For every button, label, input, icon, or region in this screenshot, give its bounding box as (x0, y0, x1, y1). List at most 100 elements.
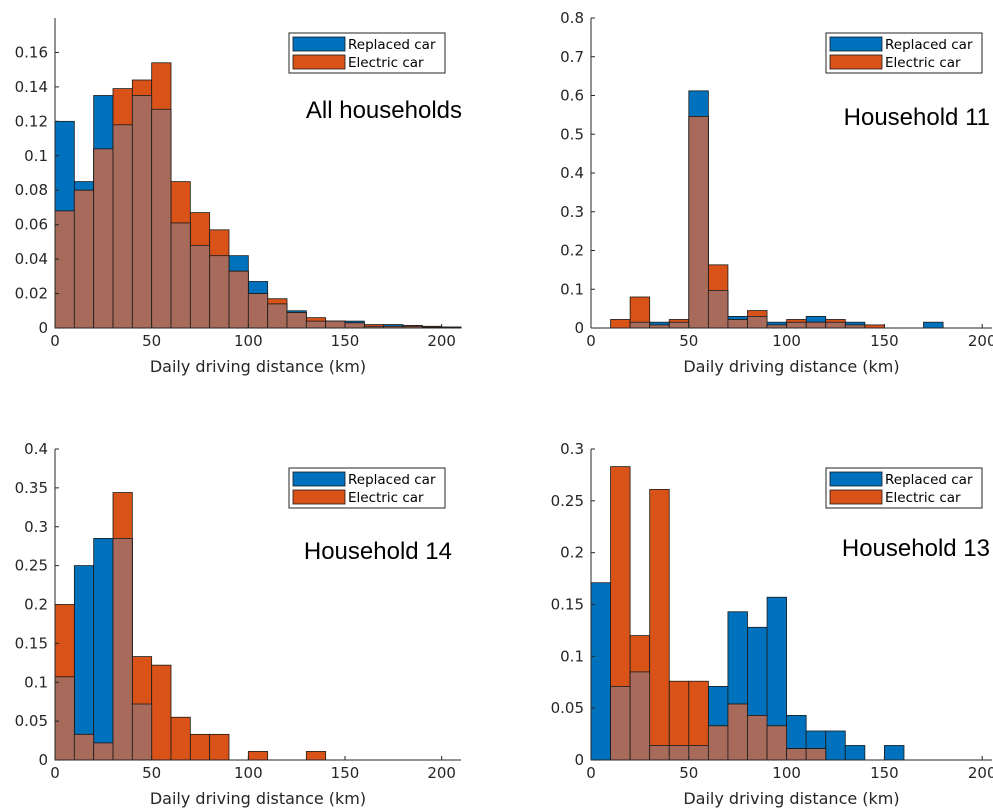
x-tick-label: 100 (772, 332, 801, 350)
overlap-bar (707, 290, 729, 329)
legend-label: Electric car (348, 490, 424, 506)
y-tick-label: 0.3 (560, 203, 584, 221)
y-tick-label: 0.12 (15, 112, 48, 130)
y-tick-label: 0.05 (551, 699, 584, 717)
histogram-panel-2: 0 0.1 0.2 0.3 0.4 0.5 0.6 0.7 0.8 0 50 100 150 200 Dai… (560, 9, 993, 376)
y-tick-label: 0.2 (560, 242, 584, 260)
x-tick-label: 50 (142, 764, 161, 782)
overlap-bar (112, 538, 133, 761)
panel-title: All households (306, 97, 462, 124)
overlap-bar (825, 321, 846, 329)
y-tick-label: 0.14 (15, 78, 48, 96)
electric-car-bar (189, 733, 211, 761)
histogram-panel-4: 0 0.05 0.1 0.15 0.2 0.25 0.3 0 50 100 150 200 Daily … (551, 440, 993, 808)
y-tick-label: 0 (574, 319, 584, 337)
y-tick-label: 0.35 (15, 479, 48, 497)
replaced-car-bar (590, 582, 611, 761)
y-tick-label: 0.2 (560, 544, 584, 562)
x-tick-label: 200 (427, 764, 456, 782)
legend-label: Electric car (348, 55, 424, 71)
overlap-bar (247, 293, 269, 329)
x-axis-label: Daily driving distance (km) (150, 789, 366, 808)
x-tick-label: 150 (870, 332, 899, 350)
replaced-car-bar (73, 565, 95, 761)
x-tick-label: 0 (50, 764, 60, 782)
overlap-bar (305, 320, 327, 329)
overlap-bar (688, 116, 709, 329)
y-tick-label: 0.1 (24, 673, 48, 691)
panel-title: Household 11 (844, 104, 990, 131)
x-tick-label: 150 (870, 764, 899, 782)
legend-swatch (292, 471, 346, 487)
x-tick-label: 0 (50, 332, 60, 350)
replaced-car-bar (884, 745, 905, 761)
legend-swatch (292, 36, 346, 52)
overlap-bar (131, 95, 153, 329)
x-tick-label: 200 (427, 332, 456, 350)
x-tick-label: 200 (968, 764, 993, 782)
legend-label: Replaced car (348, 37, 436, 53)
y-tick-label: 0.25 (551, 492, 584, 510)
replaced-car-bar (825, 730, 846, 761)
y-tick-label: 0.7 (560, 48, 584, 66)
overlap-bar (649, 745, 670, 761)
legend: Replaced car Electric car (825, 32, 983, 74)
legend-swatch (829, 54, 883, 70)
y-tick-label: 0.4 (560, 164, 584, 182)
y-tick-label: 0.06 (15, 216, 48, 234)
overlap-bar (267, 303, 288, 329)
overlap-bar (73, 733, 95, 761)
y-tick-label: 0.15 (551, 596, 584, 614)
electric-car-bar (247, 751, 269, 761)
overlap-bar (747, 715, 768, 761)
legend: Replaced car Electric car (288, 32, 446, 74)
legend-swatch (829, 36, 883, 52)
overlap-bar (73, 189, 95, 329)
x-axis-label: Daily driving distance (km) (683, 789, 899, 808)
electric-car-bar (151, 664, 172, 761)
y-tick-label: 0.1 (24, 147, 48, 165)
y-tick-label: 0 (38, 319, 48, 337)
panel-title: Household 14 (304, 538, 452, 565)
histogram-panel-1: 0 0.02 0.04 0.06 0.08 0.1 0.12 0.14 0.16 0 50 100 15… (15, 18, 462, 376)
y-tick-label: 0.3 (24, 518, 48, 536)
overlap-bar (344, 322, 365, 329)
overlap-bar (805, 748, 827, 761)
legend-label: Replaced car (348, 472, 436, 488)
overlap-bar (786, 321, 807, 329)
overlap-bar (228, 270, 249, 329)
y-tick-label: 0.15 (15, 634, 48, 652)
legend-swatch (829, 489, 883, 505)
y-tick-label: 0 (574, 751, 584, 769)
x-tick-label: 0 (586, 764, 596, 782)
replaced-car-bar (844, 745, 866, 761)
x-tick-label: 0 (586, 332, 596, 350)
overlap-bar (54, 676, 75, 761)
y-tick-label: 0.04 (15, 250, 48, 268)
y-tick-label: 0.08 (15, 181, 48, 199)
electric-car-bar (170, 716, 191, 761)
legend-swatch (292, 489, 346, 505)
legend: Replaced car Electric car (288, 467, 446, 509)
legend: Replaced car Electric car (825, 467, 983, 509)
overlap-bar (805, 321, 827, 329)
overlap-bar (112, 124, 133, 329)
x-tick-label: 200 (968, 332, 993, 350)
y-tick-label: 0.25 (15, 557, 48, 575)
x-tick-label: 150 (331, 332, 360, 350)
y-tick-label: 0.2 (24, 596, 48, 614)
x-axis-label: Daily driving distance (km) (683, 357, 899, 376)
overlap-bar (688, 745, 709, 761)
overlap-bar (93, 148, 114, 329)
overlap-bar (668, 745, 690, 761)
replaced-car-bar (923, 321, 944, 329)
y-tick-label: 0.5 (560, 125, 584, 143)
x-tick-label: 50 (679, 764, 698, 782)
overlap-bar (286, 312, 307, 329)
x-tick-label: 150 (331, 764, 360, 782)
y-tick-label: 0.4 (24, 440, 48, 458)
overlap-bar (325, 320, 346, 329)
electric-car-bar (209, 733, 230, 761)
overlap-bar (668, 321, 690, 329)
electric-car-bar (649, 489, 670, 761)
